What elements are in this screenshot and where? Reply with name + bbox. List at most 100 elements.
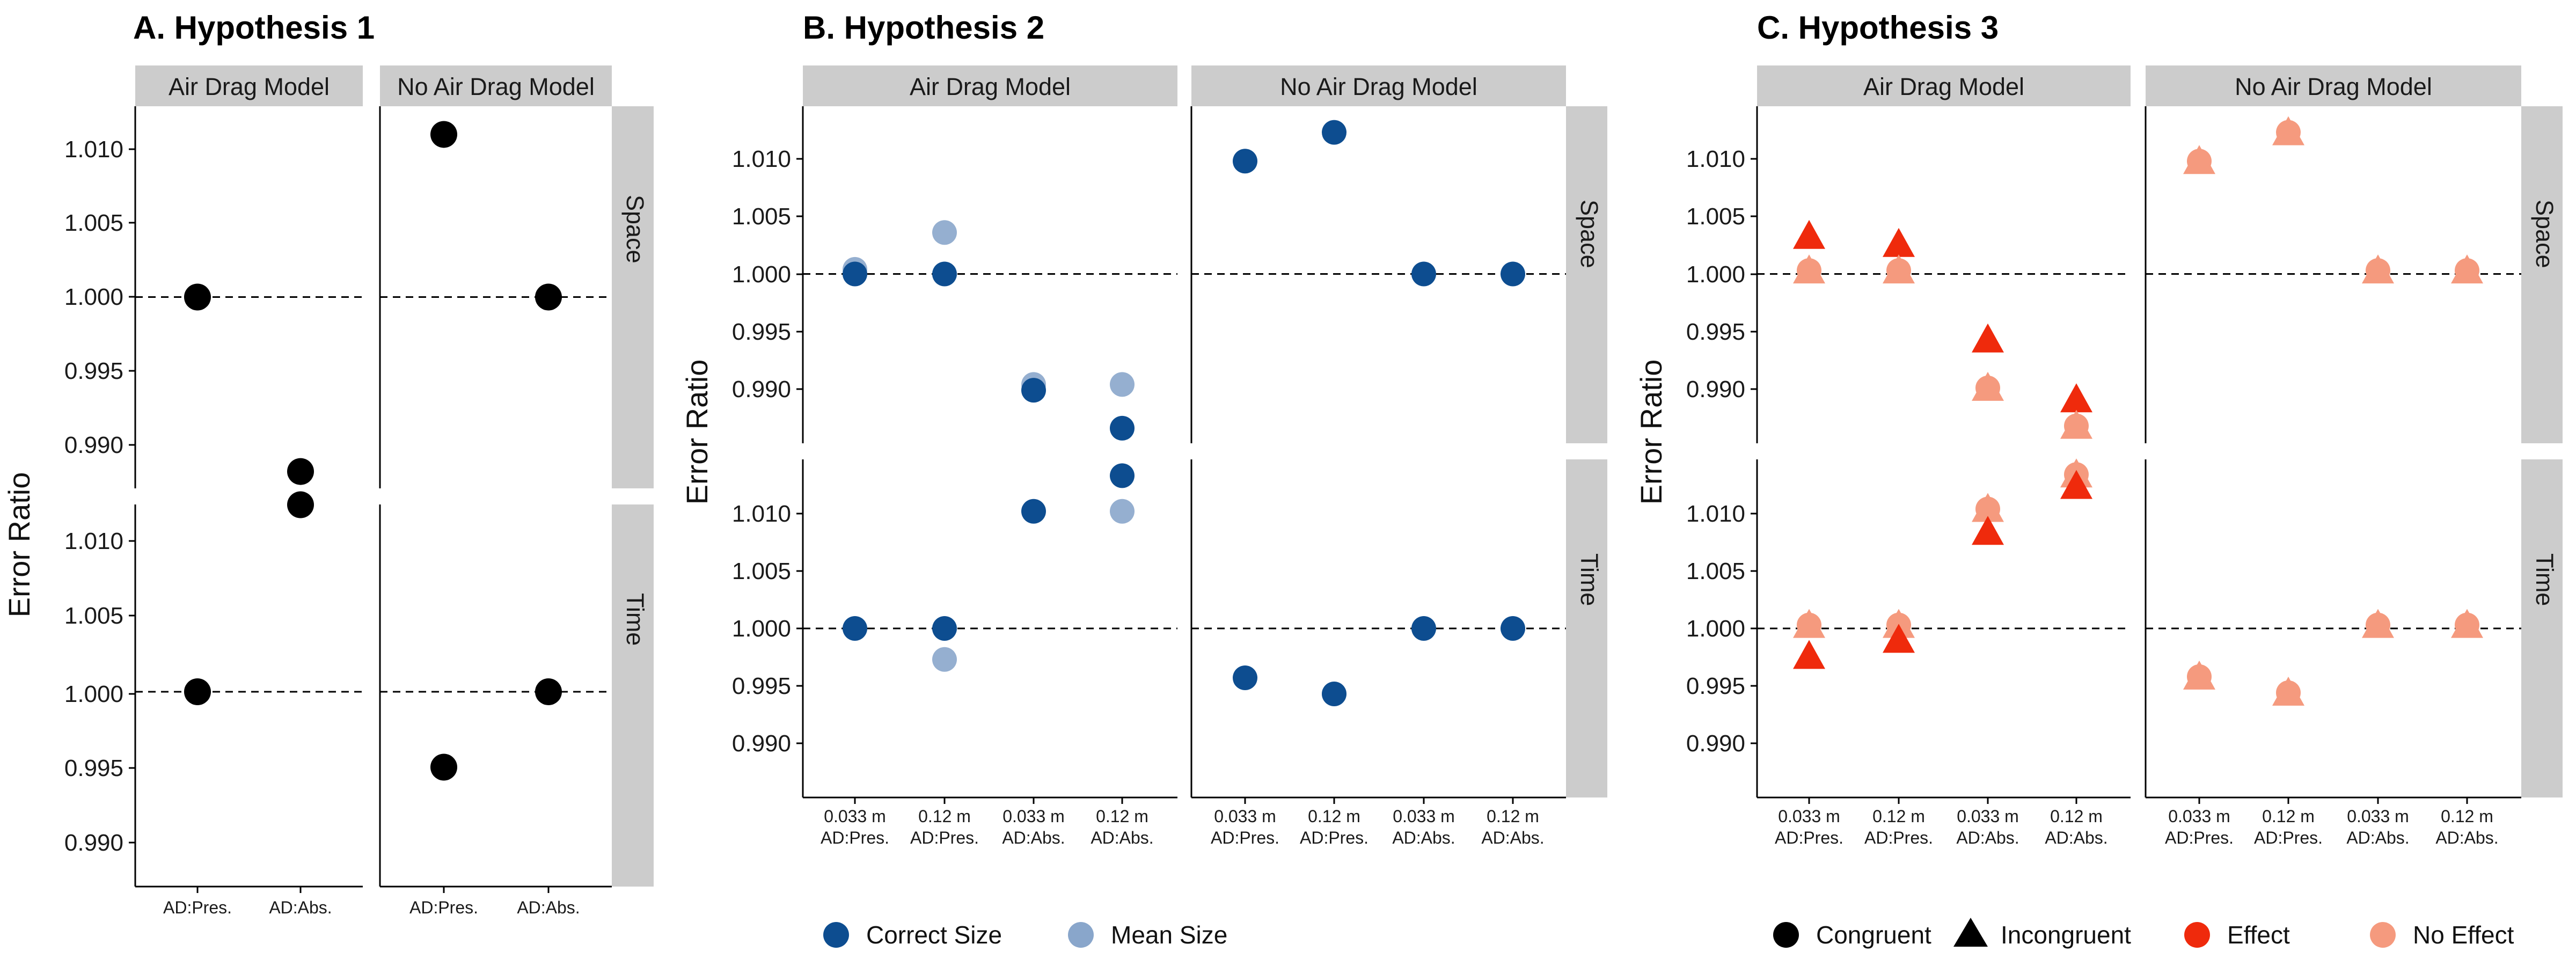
x-tick-label: AD:Abs. [269, 898, 332, 917]
data-point [1233, 149, 1257, 174]
x-tick-label-line: AD:Pres. [2254, 828, 2323, 847]
x-tick-label-line: AD:Pres. [910, 828, 979, 847]
panel-title: A. Hypothesis 1 [133, 10, 375, 46]
facet-strip-row [612, 106, 654, 488]
facet-strip-column [380, 65, 612, 106]
x-tick-label: 0.033 m AD:Abs. [2346, 807, 2409, 847]
data-point [535, 283, 562, 311]
legend-key [1068, 922, 1094, 948]
data-point [1411, 261, 1436, 287]
data-point [1021, 499, 1046, 524]
y-tick-label: 0.995 [64, 755, 123, 781]
data-point [184, 283, 211, 311]
data-point-triangle [1793, 219, 1825, 249]
facet-strip-label: Time [2531, 553, 2558, 606]
x-tick-label-line: 0.033 m [1002, 807, 1065, 826]
y-tick-label: 1.000 [64, 681, 123, 707]
legend-key [2184, 922, 2210, 948]
facet-strip-row [612, 504, 654, 887]
data-point-triangle [1883, 228, 1915, 257]
data-point [843, 261, 867, 287]
x-tick-label-line: AD:Pres. [821, 828, 889, 847]
data-point [1110, 415, 1135, 441]
data-point [1322, 120, 1346, 145]
x-tick-label-line: 0.12 m [1308, 807, 1360, 826]
facet-strip-row [1566, 106, 1607, 443]
data-point [932, 616, 957, 641]
data-point-triangle [2362, 609, 2394, 638]
x-tick-label: 0.12 m AD:Abs. [1481, 807, 1544, 847]
facet-strip-label: Air Drag Model [1863, 73, 2024, 100]
legend-label: Congruent [1816, 921, 1931, 949]
legend-label: Mean Size [1111, 921, 1227, 949]
data-point-triangle [1883, 609, 1915, 638]
y-tick-label: 1.005 [1686, 203, 1745, 230]
y-tick-label: 1.010 [732, 501, 791, 527]
data-point-triangle [1972, 323, 2004, 353]
data-point-triangle [1972, 371, 2004, 401]
y-tick-label: 1.005 [1686, 558, 1745, 584]
facet-strip-column [2146, 65, 2521, 106]
y-tick-label: 0.995 [1686, 673, 1745, 699]
x-tick-label-line: AD:Pres. [1775, 828, 1843, 847]
x-tick-label-line: AD:Abs. [1392, 828, 1455, 847]
x-tick-label: 0.033 m AD:Pres. [2165, 807, 2234, 847]
x-tick-label: 0.12 m AD:Abs. [1091, 807, 1153, 847]
facet-strip-label: Air Drag Model [169, 73, 330, 100]
y-tick-label: 1.000 [732, 261, 791, 288]
x-tick-label-line: 0.033 m [824, 807, 886, 826]
y-axis-label: Error Ratio [2, 472, 36, 618]
x-tick-label: 0.12 m AD:Pres. [1300, 807, 1368, 847]
x-tick-label-line: 0.12 m [918, 807, 971, 826]
y-tick-label: 0.995 [1686, 319, 1745, 345]
facet-strip-row [2521, 106, 2563, 443]
x-tick-label: AD:Abs. [517, 898, 580, 917]
facet-strip-label: Space [621, 195, 649, 264]
facet-strip-label: No Air Drag Model [2235, 73, 2432, 100]
facet-strip-label: No Air Drag Model [397, 73, 595, 100]
x-tick-label-line: 0.033 m [2168, 807, 2230, 826]
x-tick-label-line: 0.12 m [2050, 807, 2103, 826]
data-point-triangle [2060, 470, 2092, 499]
data-point [1110, 499, 1135, 524]
data-point-triangle [1793, 254, 1825, 284]
x-tick-label: 0.033 m AD:Pres. [821, 807, 889, 847]
facet-strip-label: Air Drag Model [910, 73, 1071, 100]
legend-label: Effect [2227, 921, 2290, 949]
facet-strip-row [2521, 459, 2563, 797]
x-tick-label-line: 0.12 m [2262, 807, 2315, 826]
y-tick-label: 0.990 [64, 432, 123, 458]
data-point [1110, 372, 1135, 397]
x-tick-label-line: AD:Pres. [1864, 828, 1933, 847]
data-point-triangle [2060, 409, 2092, 439]
facet-strip-column [803, 65, 1177, 106]
x-tick-label: 0.033 m AD:Pres. [1775, 807, 1843, 847]
x-tick-label: AD:Pres. [409, 898, 478, 917]
x-tick-label-line: AD:Abs. [1002, 828, 1065, 847]
facet-strip-label: Space [1576, 200, 1603, 268]
y-tick-label: 1.010 [1686, 146, 1745, 172]
data-point [932, 261, 957, 287]
data-point [1501, 616, 1525, 641]
data-point [430, 121, 457, 148]
y-tick-label: 1.005 [64, 210, 123, 236]
legend-label: Correct Size [866, 921, 1002, 949]
data-point [287, 458, 314, 485]
data-point-triangle [1883, 254, 1915, 284]
x-tick-label-line: AD:Abs. [2045, 828, 2107, 847]
y-tick-label: 1.005 [732, 203, 791, 230]
x-tick-label-line: 0.033 m [1778, 807, 1840, 826]
data-point [1110, 463, 1135, 488]
x-tick-label-line: AD:Abs. [1481, 828, 1544, 847]
y-axis-label: Error Ratio [1634, 360, 1668, 505]
data-point [535, 678, 562, 705]
y-tick-label: 1.010 [1686, 501, 1745, 527]
y-axis-label: Error Ratio [680, 360, 714, 505]
data-point-triangle [2451, 254, 2483, 284]
y-tick-label: 1.005 [732, 558, 791, 584]
data-point-triangle [2451, 609, 2483, 638]
x-tick-label-line: AD:Abs. [1956, 828, 2019, 847]
x-tick-label: AD:Pres. [163, 898, 232, 917]
data-point-triangle [1972, 516, 2004, 545]
